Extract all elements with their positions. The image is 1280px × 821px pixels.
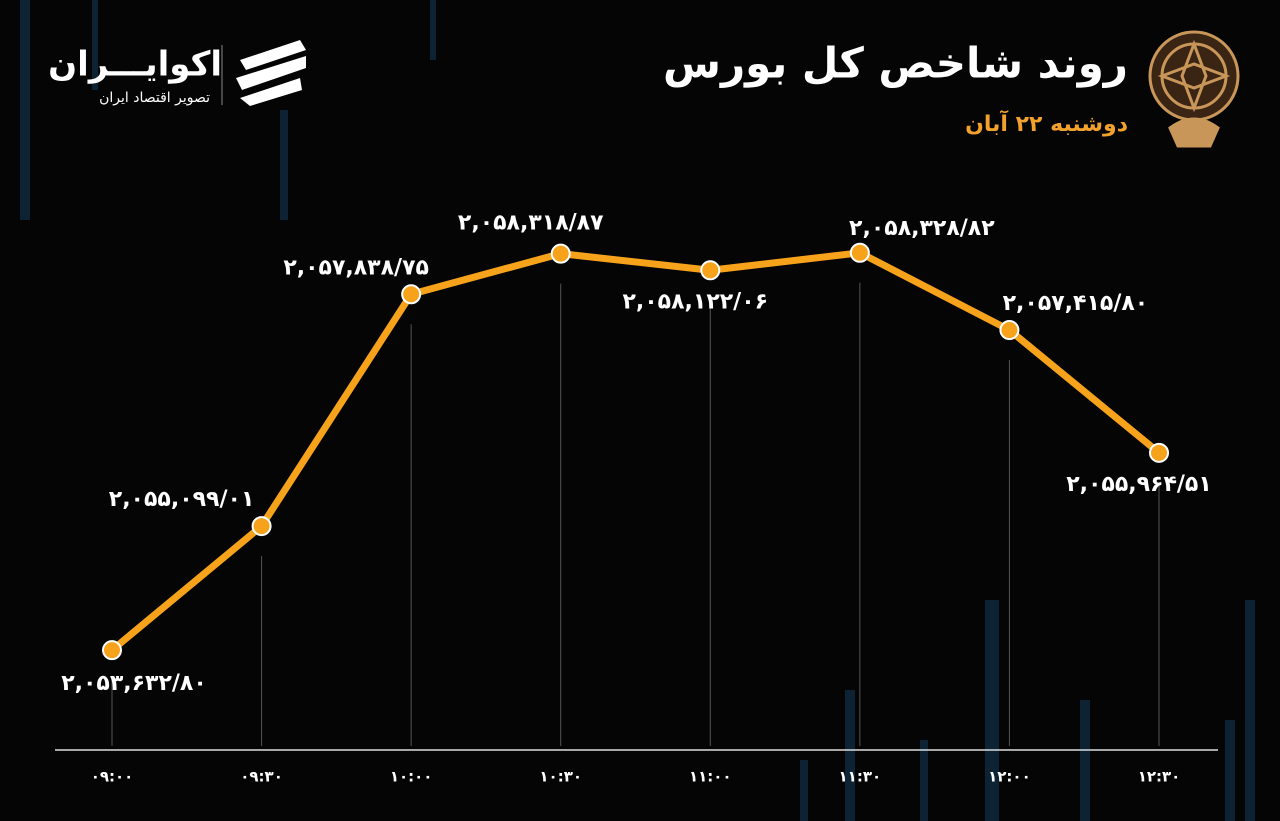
decoration: [20, 0, 1255, 821]
point: [849, 242, 870, 263]
logo-subtitle: تصویر اقتصاد ایران: [99, 90, 210, 106]
x-tick-label: ۱۲:۰۰: [988, 768, 1031, 786]
data-label: ۲,۰۵۳,۶۳۲/۸۰: [61, 671, 207, 696]
data-label: ۲,۰۵۵,۰۹۹/۰۱: [109, 487, 255, 512]
point: [251, 516, 272, 537]
point: [1149, 442, 1169, 463]
point: [401, 284, 422, 305]
chart-title: روند شاخص کل بورس: [663, 39, 1128, 89]
point: [999, 320, 1020, 341]
data-label: ۲,۰۵۸,۱۲۲/۰۶: [622, 289, 768, 314]
x-tick-label: ۱۲:۳۰: [1138, 768, 1181, 786]
emblem: [1148, 30, 1240, 148]
point: [550, 243, 571, 264]
x-tick-label: ۰۹:۰۰: [91, 768, 134, 786]
x-tick-label: ۱۰:۳۰: [539, 768, 582, 786]
data-label: ۲,۰۵۷,۸۳۸/۷۵: [283, 255, 429, 280]
x-tick-label: ۱۰:۰۰: [390, 768, 433, 786]
x-tick-label: ۱۱:۳۰: [839, 768, 882, 786]
data-label: ۲,۰۵۸,۳۲۸/۸۲: [849, 216, 995, 241]
point: [102, 640, 122, 661]
x-tick-label: ۱۱:۰۰: [689, 768, 732, 786]
data-label: ۲,۰۵۸,۳۱۸/۸۷: [458, 211, 604, 236]
logo-text: اکوایـــران: [48, 45, 222, 85]
data-label: ۲,۰۵۵,۹۶۴/۵۱: [1066, 472, 1212, 497]
point: [700, 260, 721, 281]
line: [109, 249, 1162, 653]
logo: [236, 40, 306, 106]
data-label: ۲,۰۵۷,۴۱۵/۸۰: [1003, 291, 1149, 316]
chart-subtitle: دوشنبه ۲۲ آبان: [965, 109, 1128, 137]
x-tick-label: ۰۹:۳۰: [240, 768, 283, 786]
